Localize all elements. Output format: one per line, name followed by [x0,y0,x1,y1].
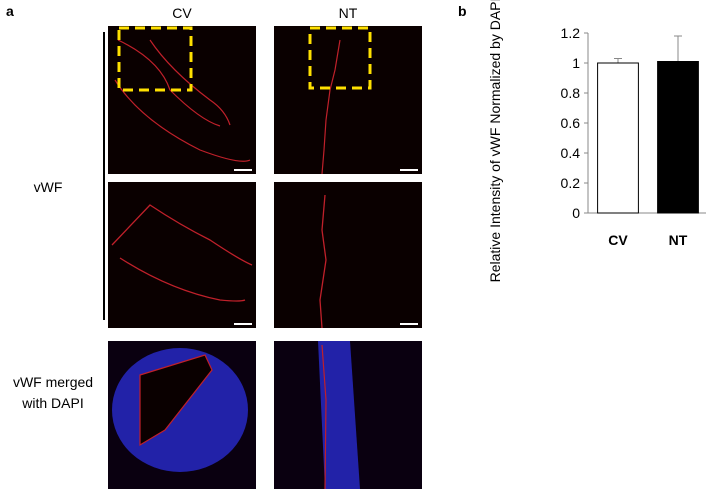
micrographs [103,26,422,489]
y-tick-label: 0.6 [561,115,581,131]
vessel-signal [114,39,251,162]
y-tick-label: 0.2 [561,175,581,191]
micrograph [274,182,422,328]
y-tick-label: 0.8 [561,85,581,101]
column-label: NT [339,5,358,21]
lumen [139,354,213,447]
column-label: CV [172,5,192,21]
y-tick-label: 0 [572,205,580,221]
y-tick-label: 1.2 [561,25,581,41]
zoom-box [308,26,372,90]
y-axis-label: Relative Intensity of vWF Normalized by … [487,0,503,282]
row-label: vWF [34,179,63,195]
vessel-signal [319,194,327,329]
micrograph [274,26,422,174]
x-tick-label: CV [608,232,628,248]
bar [597,62,639,214]
bar [657,61,699,214]
micrograph [108,182,256,328]
vessel-signal [321,344,327,489]
panel-label: b [458,3,467,19]
dapi-signal [318,341,360,489]
y-tick-label: 0.4 [561,145,581,161]
vessel-signal [321,39,341,175]
x-tick-label: NT [669,232,688,248]
vessel-signal [111,204,253,302]
zoom-box [117,26,193,92]
row-label: vWF merged with DAPI [12,374,94,411]
micrograph [108,26,256,174]
y-tick-label: 1 [572,55,580,71]
panel-label: a [6,3,14,19]
bar-chart: b Relative Intensity of vWF Normalized by… [458,0,706,282]
